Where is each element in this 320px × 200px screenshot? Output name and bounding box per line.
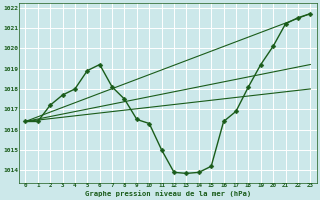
X-axis label: Graphe pression niveau de la mer (hPa): Graphe pression niveau de la mer (hPa) <box>85 190 251 197</box>
